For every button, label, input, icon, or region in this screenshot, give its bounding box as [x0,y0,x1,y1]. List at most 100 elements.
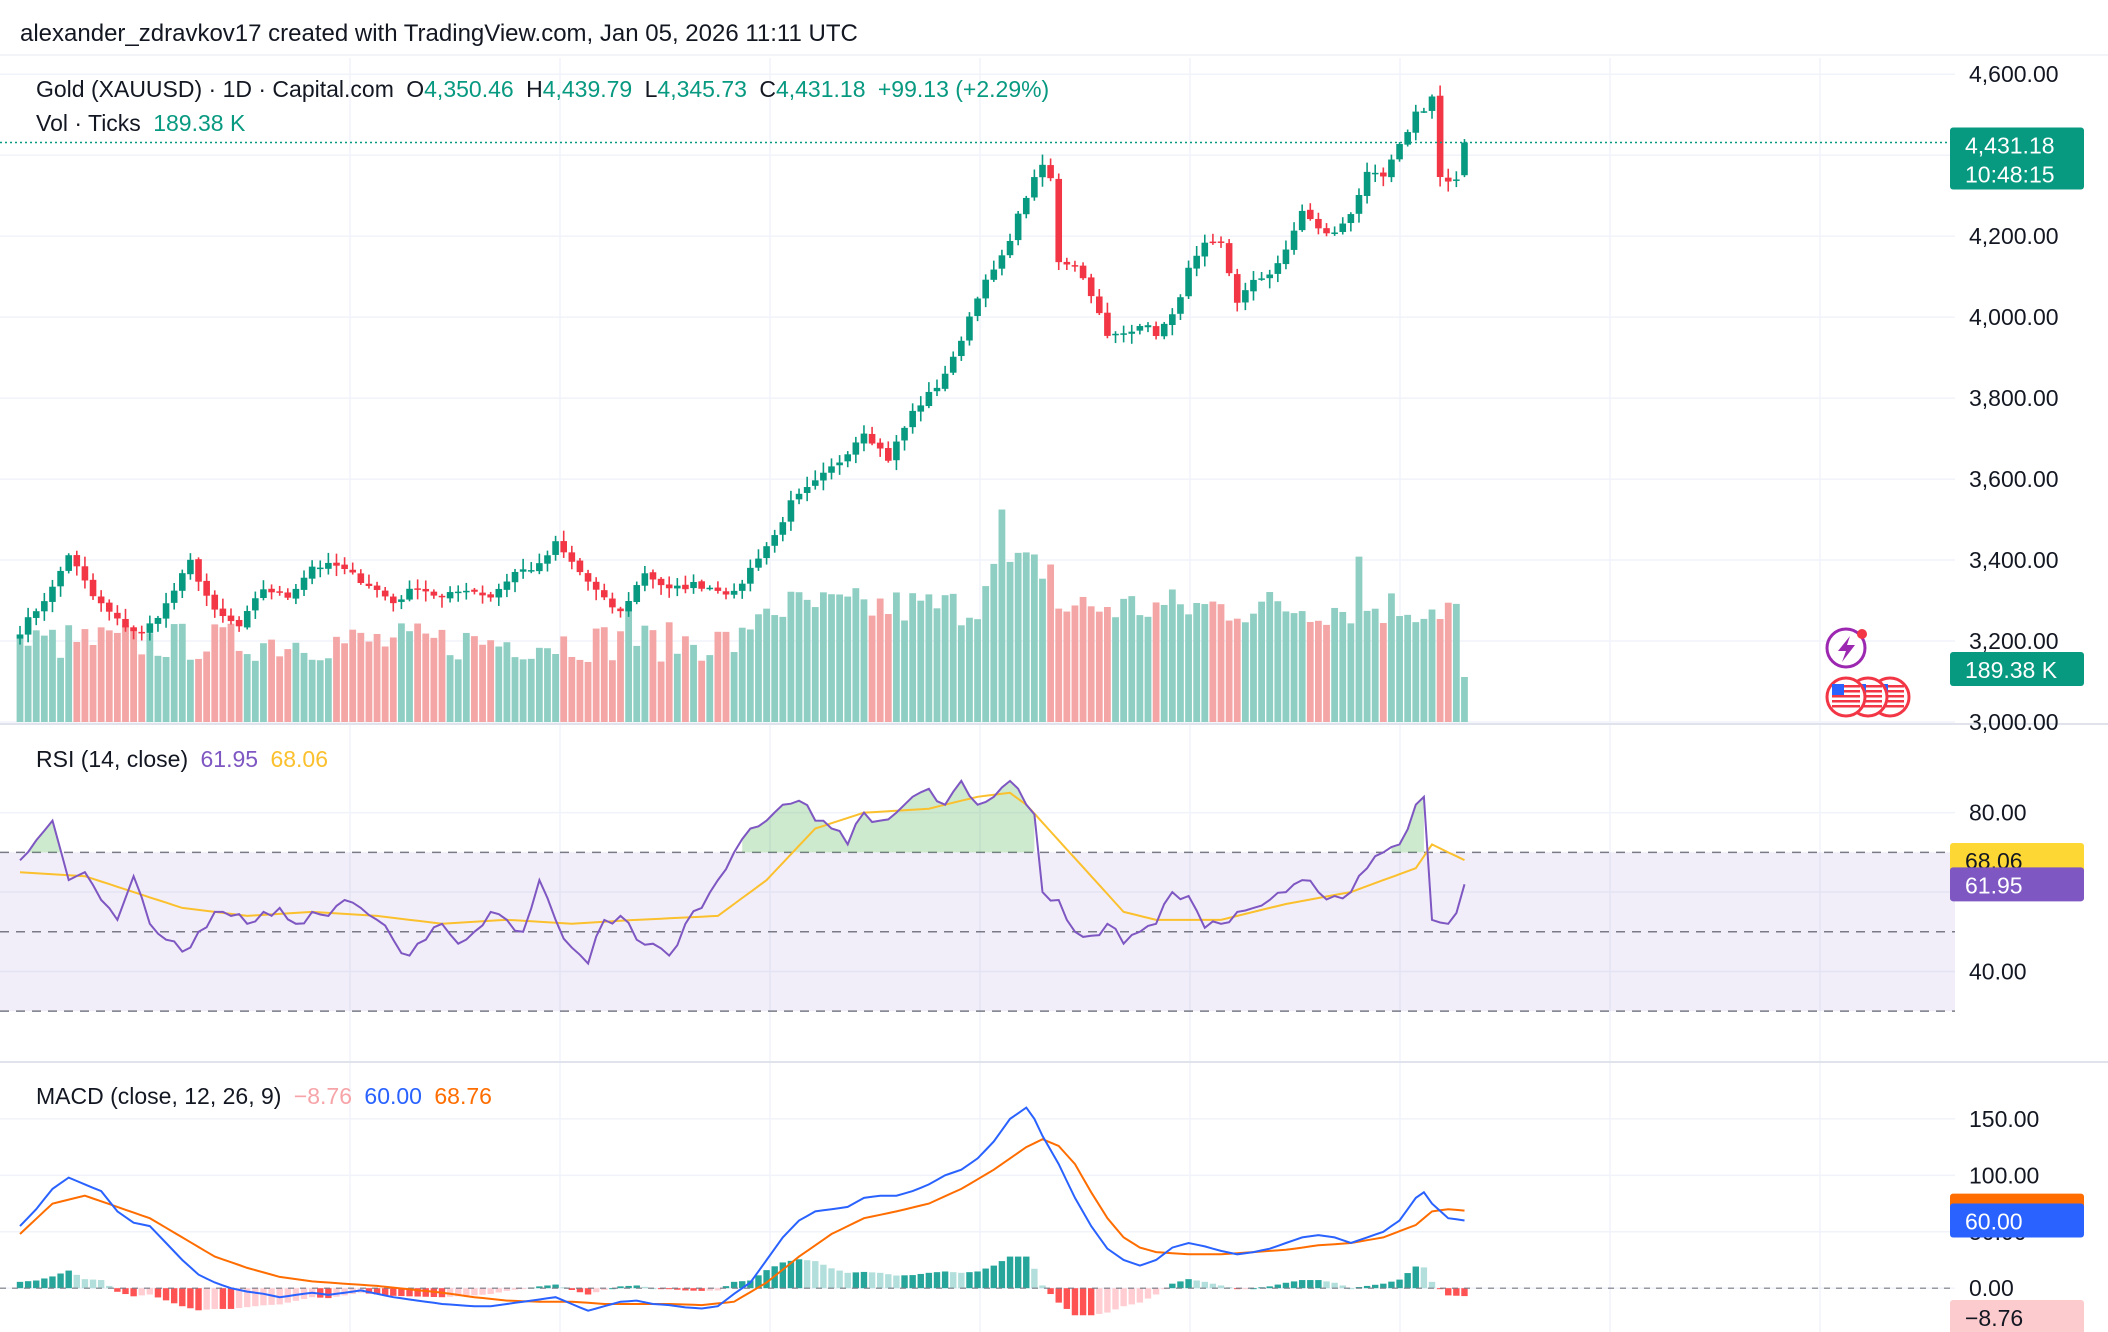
macd-histogram-bar [1445,1288,1452,1296]
change-value: +99.13 (+2.29%) [877,76,1050,102]
volume-bar [1452,603,1460,722]
candle-body [1217,241,1225,243]
volume-bar [349,629,357,722]
candle-body [422,588,430,592]
candle-body [1120,333,1127,335]
macd-histogram-bar [755,1275,762,1289]
volume-bar [1315,620,1322,722]
candle-body [219,608,227,617]
macd-histogram-bar [747,1280,754,1289]
candle-body [949,356,957,373]
volume-bar [1006,561,1014,722]
macd-histogram-bar [1063,1288,1071,1309]
candle-body [1461,142,1468,176]
macd-histogram-bar [195,1288,202,1311]
candle-body [179,573,186,591]
macd-histogram-bar [1006,1256,1014,1289]
candle-body [333,562,340,566]
volume-bar [162,656,170,722]
y-tick-label: 4,200.00 [1969,223,2059,249]
candle-body [828,466,835,473]
macd-histogram-bar [179,1288,186,1307]
candle-body [1128,331,1136,334]
volume-bar [89,645,97,722]
rsi-line [19,779,1466,966]
candle-body [381,590,389,597]
macd-histogram-bar [187,1288,194,1309]
macd-histogram-bar [893,1275,900,1289]
rsi-legend: RSI (14, close) 61.95 68.06 [36,746,334,773]
macd-histogram-bar [1152,1288,1160,1295]
volume-legend: Vol · Ticks 189.38 K [36,110,251,137]
candle-body [365,583,373,586]
volume-bar [1144,616,1152,722]
volume-bar [219,627,227,722]
volume-bar [852,588,860,722]
us-flag-icon [1825,676,1867,718]
candle-body [138,631,146,634]
volume-bar [698,660,706,722]
macd-histogram-bar [390,1288,397,1296]
volume-bar [625,604,633,722]
macd-histogram-bar [1404,1273,1411,1289]
last-price-badge-background [1950,127,2084,190]
us-flag-stripe [1832,685,1860,688]
volume-bar [1266,592,1274,722]
volume-bar [454,659,462,722]
macd-histogram-bar [1380,1283,1387,1289]
candlesticks [16,85,1468,645]
y-tick-label: 3,600.00 [1969,466,2059,492]
volume-bar [1258,601,1265,722]
macd-histogram-bar [763,1270,770,1289]
macd-histogram-bar [909,1275,916,1289]
macd-histogram-bar [406,1288,413,1297]
volume-bar [389,637,397,722]
macd-badge-background [1950,1203,2084,1238]
volume-bar [901,620,908,722]
macd-histogram-bar [576,1288,584,1293]
macd-histogram-bar [219,1288,227,1309]
volume-label: Vol · Ticks [36,110,141,136]
volume-bar [941,595,949,722]
candle-body [1225,243,1233,274]
candle-body [16,634,24,639]
candle-body [552,541,559,555]
macd-histogram-bar [625,1285,632,1289]
volume-bar [235,650,243,722]
volume-bar [316,660,324,722]
volume-bar [105,630,113,722]
macd-histogram-bar [1315,1280,1322,1289]
volume-bar [893,592,900,722]
candle-body [1079,265,1087,279]
macd-histogram-bar [1331,1282,1338,1289]
us-flag-stripe [1832,705,1860,708]
volume-bar [1063,611,1071,722]
y-tick-label: 150.00 [1969,1106,2039,1132]
volume-bar [146,633,154,722]
volume-bar [714,631,722,722]
candle-body [868,433,876,444]
volume-badge: 189.38 K [1965,657,2058,683]
volume-bar [414,623,422,722]
us-flag-stripe [1832,695,1860,698]
macd-histogram-bar [1039,1285,1046,1289]
volume-bar [1371,608,1379,722]
candle-body [803,487,811,493]
us-flag-stripe [1854,700,1882,703]
candle-body [454,591,462,594]
candle-body [1201,242,1209,257]
volume-bar [268,639,275,722]
volume-bar [755,614,762,722]
volume-value: 189.38 K [153,110,246,136]
volume-bar [1160,604,1168,722]
volume-bars [16,509,1468,722]
volume-bar [1030,554,1038,722]
macd-histogram-bar [268,1288,275,1305]
candle-body [414,588,421,590]
macd-histogram-bar [1087,1288,1095,1316]
macd-histogram-bar [706,1288,713,1291]
candle-body [1428,96,1436,111]
volume-bar [24,645,32,722]
volume-bar [479,644,486,722]
candle-body [811,480,819,486]
